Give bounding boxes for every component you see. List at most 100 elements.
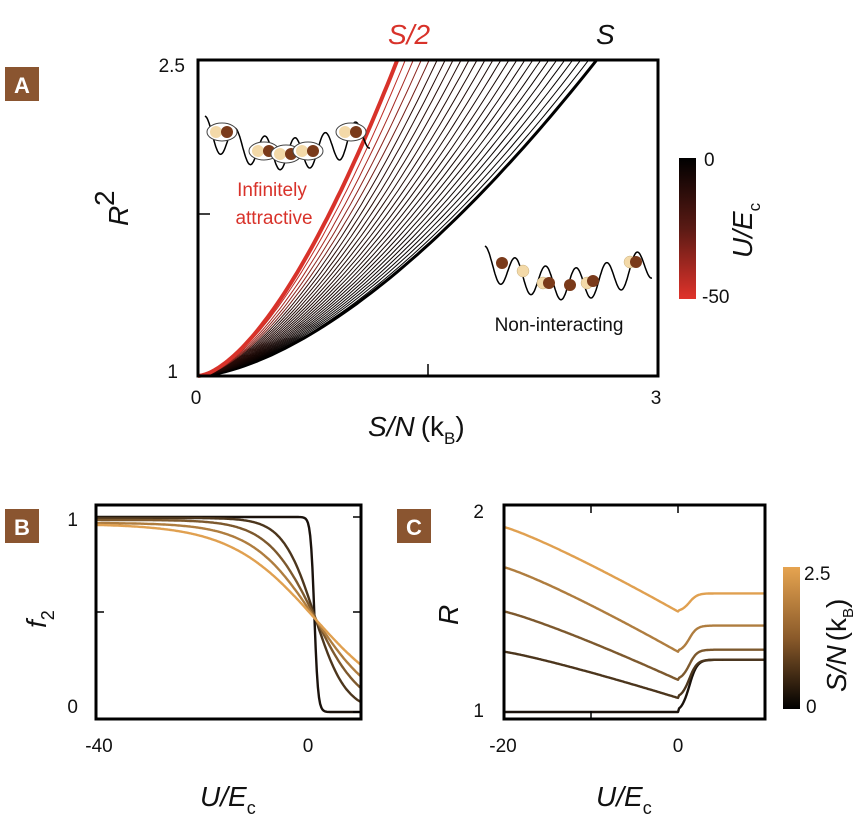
- panel-a-xtick-left: 0: [191, 388, 202, 409]
- panel-c-series-4: [503, 525, 766, 613]
- atom-7: [587, 275, 599, 287]
- colorbar-c-label-sub: B: [840, 608, 857, 618]
- panel-a-letter: A: [14, 73, 30, 98]
- panel-c-xtick-left: -20: [489, 736, 516, 757]
- colorbar-c-bottom: 0: [806, 697, 817, 718]
- colorbar-a-label: U/Ec: [727, 202, 764, 258]
- annotation-noninteracting: Non-interacting: [495, 315, 624, 336]
- panel-a-curve-20: [197, 59, 438, 377]
- panel-a-curve-16: [197, 59, 470, 377]
- panel-a-curve-22: [197, 59, 422, 377]
- svg-text:f2: f2: [21, 610, 58, 628]
- panel-a-xlabel-close: ): [455, 411, 464, 442]
- panel-a-curve-1: [197, 59, 590, 377]
- colorbar-c-label: S/N (kB): [821, 599, 857, 692]
- atom-2: [516, 264, 530, 278]
- panel-b-badge: [5, 509, 39, 543]
- panel-c-xlabel-sub: c: [643, 798, 652, 818]
- colorbar-c-label-close: ): [821, 599, 852, 608]
- panel-b-letter: B: [14, 515, 30, 540]
- panel-c-ylabel-main: R: [433, 605, 464, 625]
- panel-a-curve-21: [197, 59, 430, 377]
- panel-c-letter: C: [406, 515, 422, 540]
- panel-a-curve-8: [197, 59, 534, 377]
- atom-pair-1: [206, 122, 238, 142]
- panel-c-xtick-zero: 0: [673, 736, 684, 757]
- panel-a-curve-12: [197, 59, 502, 377]
- panel-a-xlabel: S/N (kB): [368, 411, 465, 448]
- panel-a-xlabel-unit: (k: [421, 411, 445, 442]
- panel-a-xlabel-sub: B: [444, 429, 455, 448]
- panel-b-xlabel-sub: c: [247, 798, 256, 818]
- panel-b-series-4: [95, 523, 362, 666]
- panel-a-ylabel-sup: 2: [89, 190, 120, 206]
- atom-pair-4: [292, 141, 324, 161]
- colorbar-c-label-unit: (k: [821, 617, 852, 641]
- panel-a-curve-4: [197, 59, 566, 377]
- panel-a-xtick-right: 3: [651, 388, 662, 409]
- panel-b-xlabel: U/Ec: [200, 781, 256, 818]
- colorbar-a: [679, 158, 696, 299]
- atom-pair-5: [335, 122, 367, 142]
- panel-a-curve-2: [197, 59, 582, 377]
- colorbar-a-top: 0: [704, 150, 715, 171]
- panel-a-curve-5: [197, 59, 558, 377]
- panel-b-frame: [94, 503, 363, 721]
- panel-a-top-label-red: S/2: [388, 19, 430, 50]
- panel-c-series-3: [503, 566, 766, 653]
- colorbar-c: [783, 567, 800, 709]
- lattice-illustration-attractive: [204, 115, 371, 171]
- panel-a-curve-0: [197, 59, 598, 378]
- atom-4: [543, 277, 555, 289]
- lattice-potential-noninteracting: [484, 245, 653, 301]
- panel-a-ylabel-main: R: [103, 206, 134, 226]
- panel-a-badge: [5, 67, 39, 101]
- panel-c-xlabel-main: U/E: [596, 781, 643, 812]
- panel-a-xlabel-main: S/N: [368, 411, 415, 442]
- panel-a-curve-6: [197, 59, 550, 377]
- panel-c-xlabel: U/Ec: [596, 781, 652, 818]
- panel-b-ylabel: f2: [21, 610, 58, 628]
- panel-c-ylabel: R: [433, 605, 464, 625]
- atom-5: [564, 279, 576, 291]
- panel-a-curve-18: [197, 59, 454, 377]
- atom-1: [496, 257, 508, 269]
- annotation-attractive-line1: Infinitely: [237, 180, 307, 201]
- panel-a-ytick-bottom: 1: [167, 362, 178, 383]
- lattice-illustration-noninteracting: [484, 245, 653, 301]
- colorbar-a-bottom: -50: [702, 287, 729, 308]
- panel-b-ylabel-main: f: [21, 617, 52, 628]
- annotation-attractive-line2: attractive: [235, 208, 312, 229]
- colorbar-c-label-main: S/N: [821, 645, 852, 692]
- panel-a-curve-14: [197, 59, 486, 377]
- panel-a-curve-3: [197, 59, 574, 377]
- panel-c-ytick-bottom: 1: [473, 701, 484, 722]
- atom-9: [630, 256, 642, 268]
- svg-text:S/N(kB): S/N (kB): [821, 599, 857, 692]
- panel-b: B 1 0 -40 0 U/Ec f2: [5, 503, 363, 818]
- colorbar-a-label-main: U/E: [727, 211, 758, 258]
- panel-a-curve-7: [197, 59, 542, 377]
- panel-c-ytick-top: 2: [473, 502, 484, 523]
- panel-b-xlabel-main: U/E: [200, 781, 247, 812]
- colorbar-c-top: 2.5: [804, 564, 830, 585]
- panel-a-top-label-black: S: [596, 19, 615, 50]
- panel-b-xtick-left: -40: [85, 736, 112, 757]
- panel-c-curves: [503, 525, 766, 714]
- panel-b-ytick-top: 1: [67, 510, 78, 531]
- panel-a-curve-10: [197, 59, 518, 377]
- panel-b-ylabel-sub: 2: [38, 610, 58, 620]
- panel-a-curve-15: [197, 59, 478, 377]
- panel-a-curve-11: [197, 59, 510, 377]
- panel-a-curve-9: [197, 59, 526, 377]
- panel-c-series-2: [503, 610, 766, 681]
- panel-a: A 2.5 1 0 3 S/N (kB) R 2 S/2 S Infinitely…: [5, 19, 764, 448]
- panel-a-ytick-top: 2.5: [159, 56, 185, 77]
- panel-b-xtick-zero: 0: [303, 736, 314, 757]
- panel-b-ytick-bottom: 0: [67, 697, 78, 718]
- panel-c-series-1: [503, 650, 766, 700]
- panel-a-curve-17: [197, 59, 462, 377]
- panel-c: C 2 1 -20 0 U/Ec R 2.5 0 S/N (kB): [397, 502, 857, 818]
- colorbar-a-label-sub: c: [745, 202, 764, 211]
